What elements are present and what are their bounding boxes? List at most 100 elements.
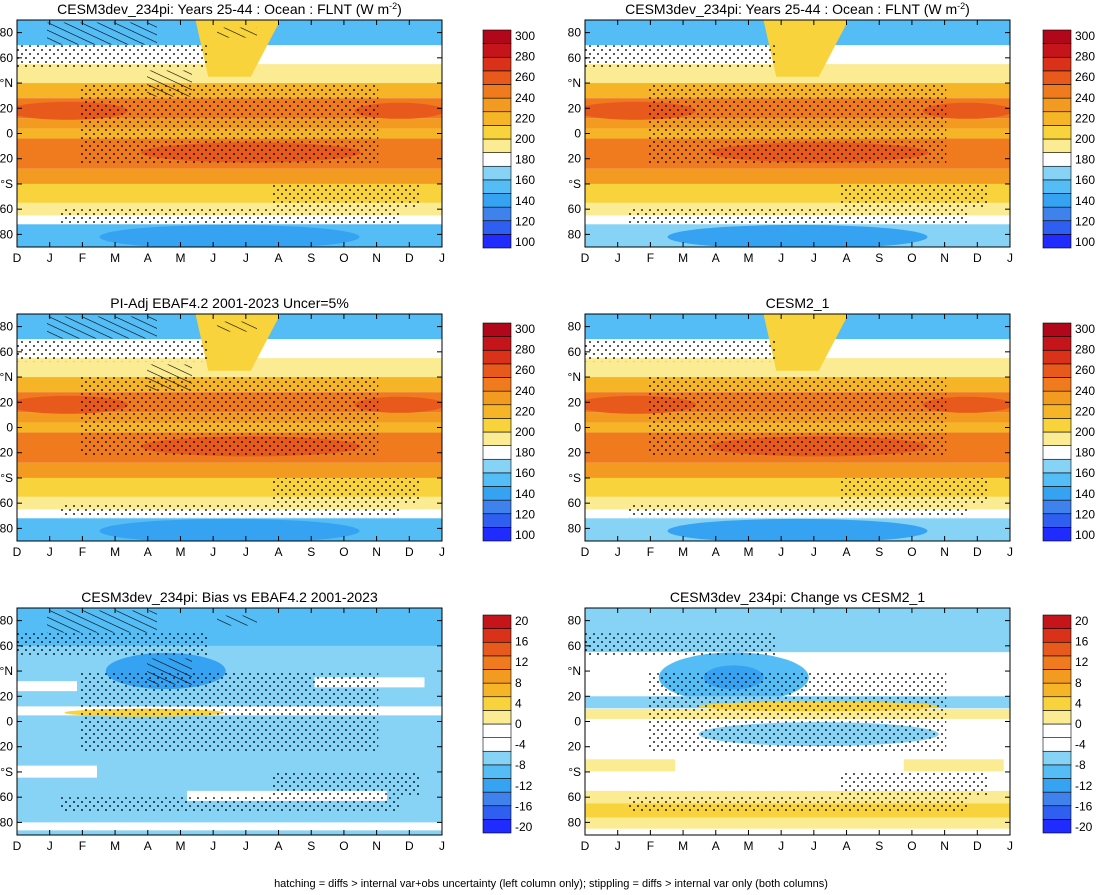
- colorbar-swatch: [1042, 445, 1072, 460]
- x-tick-label: J: [811, 839, 817, 853]
- x-tick-label: A: [144, 251, 152, 265]
- y-tick-label: 20: [0, 446, 13, 460]
- y-tick-label: °N: [0, 664, 13, 678]
- y-tick-label: 0: [574, 421, 581, 435]
- x-tick-label: F: [647, 839, 654, 853]
- x-tick-label: D: [13, 545, 22, 559]
- y-tick-label: °S: [568, 177, 581, 191]
- colorbar-tick-label: 240: [515, 91, 535, 105]
- colorbar-swatch: [482, 70, 512, 85]
- y-tick-label: 60: [0, 496, 13, 510]
- colorbar-tick-label: 260: [515, 363, 535, 377]
- x-tick-label: J: [1007, 251, 1013, 265]
- y-tick-label: 20: [568, 689, 582, 703]
- colorbar-swatch: [1042, 165, 1072, 181]
- y-tick-label: 20: [0, 689, 13, 703]
- colorbar-swatch: [1042, 486, 1072, 501]
- colorbar-swatch: [482, 377, 512, 392]
- colorbar-swatch: [482, 193, 512, 208]
- colorbar-tick-label: 0: [515, 717, 522, 731]
- colorbar-tick-label: -4: [515, 738, 526, 752]
- x-tick-label: D: [973, 839, 982, 853]
- y-tick-label: 60: [0, 202, 13, 216]
- y-tick-label: 20: [568, 101, 582, 115]
- colorbar-swatch: [482, 723, 512, 738]
- x-tick-label: N: [372, 251, 381, 265]
- colorbar-swatch: [482, 220, 512, 235]
- colorbar-tick-label: -8: [1075, 758, 1086, 772]
- colorbar-tick-label: 140: [515, 194, 535, 208]
- x-tick-label: S: [875, 545, 883, 559]
- colorbar: 300 280 260 240 220 200 180 160 140 120 100: [482, 29, 535, 249]
- x-tick-label: M: [110, 545, 120, 559]
- colorbar-swatch: [482, 29, 512, 44]
- panel-3: PI-Adj EBAF4.2 2001-2023 Uncer=5% 80 60 °N 2…: [0, 295, 535, 559]
- x-tick-label: J: [210, 839, 216, 853]
- colorbar-swatch: [482, 737, 512, 752]
- colorbar-tick-label: 20: [515, 614, 529, 628]
- colorbar-tick-label: 140: [1075, 487, 1095, 501]
- x-tick-label: O: [339, 545, 348, 559]
- y-tick-label: 0: [574, 127, 581, 141]
- colorbar-swatch: [1042, 56, 1072, 72]
- colorbar-swatch: [1042, 206, 1072, 222]
- y-tick-label: 20: [568, 446, 582, 460]
- colorbar-swatch: [482, 152, 512, 167]
- colorbar-swatch: [482, 614, 512, 629]
- colorbar-swatch: [1042, 750, 1072, 766]
- colorbar-tick-label: 120: [515, 214, 535, 228]
- y-tick-label: 80: [568, 320, 582, 334]
- y-tick-label: 0: [6, 715, 13, 729]
- colorbar-tick-label: 140: [1075, 194, 1095, 208]
- colorbar: 300 280 260 240 220 200 180 160 140 120 100: [482, 322, 535, 542]
- x-tick-label: D: [13, 251, 22, 265]
- colorbar-tick-label: 20: [1075, 614, 1089, 628]
- colorbar-tick-label: -12: [1075, 779, 1093, 793]
- colorbar-tick-label: 0: [1075, 717, 1082, 731]
- x-tick-label: M: [678, 839, 688, 853]
- figure-caption: hatching = diffs > internal var+obs unce…: [274, 878, 828, 890]
- x-tick-label: A: [712, 251, 720, 265]
- colorbar-tick-label: 100: [515, 528, 535, 542]
- colorbar-swatch: [482, 458, 512, 474]
- colorbar-tick-label: 4: [1075, 696, 1082, 710]
- x-tick-label: A: [275, 545, 283, 559]
- x-tick-label: F: [647, 251, 654, 265]
- y-tick-label: 80: [0, 26, 13, 40]
- x-tick-label: J: [243, 839, 249, 853]
- y-tick-label: °S: [568, 471, 581, 485]
- y-tick-label: 60: [568, 51, 582, 65]
- colorbar-swatch: [1042, 723, 1072, 738]
- colorbar-swatch: [1042, 138, 1072, 153]
- y-tick-label: 0: [6, 127, 13, 141]
- y-tick-label: 80: [568, 521, 582, 535]
- colorbar-swatch: [482, 84, 512, 99]
- x-tick-label: F: [79, 251, 86, 265]
- colorbar-tick-label: 220: [515, 404, 535, 418]
- colorbar-swatch: [482, 349, 512, 365]
- y-tick-label: °N: [568, 664, 581, 678]
- x-tick-label: N: [940, 251, 949, 265]
- colorbar-tick-label: 12: [1075, 655, 1089, 669]
- y-tick-label: 60: [0, 345, 13, 359]
- y-tick-label: °N: [568, 370, 581, 384]
- colorbar-tick-label: 240: [515, 384, 535, 398]
- x-tick-label: J: [811, 251, 817, 265]
- x-tick-label: J: [1007, 839, 1013, 853]
- x-tick-label: J: [47, 251, 53, 265]
- y-tick-label: 60: [568, 639, 582, 653]
- colorbar-swatch: [1042, 778, 1072, 793]
- colorbar-tick-label: 100: [1075, 528, 1095, 542]
- colorbar-tick-label: 8: [515, 676, 522, 690]
- y-tick-label: 60: [0, 639, 13, 653]
- colorbar-swatch: [482, 111, 512, 126]
- colorbar: 20 16 12 8 4 0 -4 -8 -12 -16 -20: [1042, 614, 1093, 834]
- colorbar-swatch: [482, 43, 512, 58]
- colorbar-tick-label: 220: [515, 111, 535, 125]
- colorbar-swatch: [1042, 377, 1072, 392]
- y-tick-label: 80: [0, 521, 13, 535]
- colorbar-swatch: [1042, 819, 1072, 834]
- y-tick-label: 60: [568, 790, 582, 804]
- colorbar-tick-label: 8: [1075, 676, 1082, 690]
- colorbar-swatch: [1042, 179, 1072, 194]
